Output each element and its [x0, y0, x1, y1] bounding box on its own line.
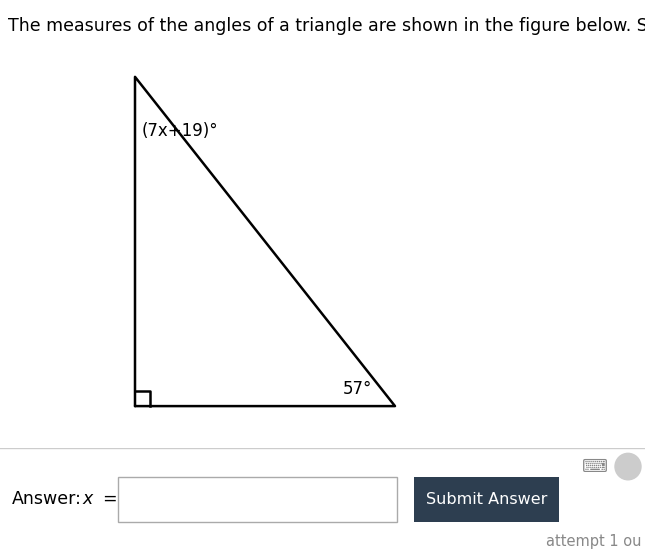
Text: 57°: 57°: [343, 380, 372, 398]
Circle shape: [615, 453, 641, 480]
Bar: [414, 477, 559, 521]
Text: attempt 1 ou: attempt 1 ou: [546, 535, 642, 549]
Text: =: =: [102, 490, 117, 508]
Text: (7x+19)°: (7x+19)°: [142, 122, 219, 140]
Text: Answer:: Answer:: [12, 490, 82, 508]
Bar: [118, 477, 397, 521]
Text: ⌨: ⌨: [582, 458, 608, 476]
Text: $x$: $x$: [82, 491, 95, 508]
Text: Submit Answer: Submit Answer: [426, 492, 547, 507]
Text: The measures of the angles of a triangle are shown in the figure below. Solve fo: The measures of the angles of a triangle…: [8, 17, 645, 35]
